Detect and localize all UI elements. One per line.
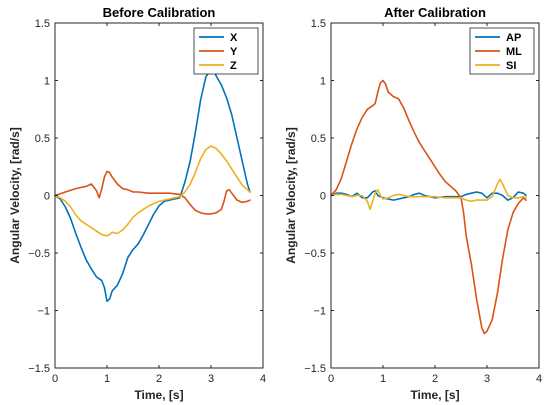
plot-frame [54,22,264,369]
y-tick-label: −1 [37,306,50,318]
legend-label-si: SI [506,60,516,72]
y-tick-label: 0 [44,191,50,203]
series-line-ap [330,190,527,201]
y-tick-label: 1.5 [311,18,326,30]
y-tick-label: 1.5 [35,18,50,30]
legend-label-ap: AP [506,32,521,44]
legend-label-z: Z [230,60,237,72]
series-line-z [54,145,251,237]
legend-label-ml: ML [506,46,522,58]
y-tick-label: 0.5 [35,133,50,145]
y-tick-label: −1 [313,306,326,318]
x-tick-label: 2 [156,373,162,385]
x-tick-label: 0 [328,373,334,385]
x-tick-label: 1 [380,373,386,385]
y-tick-label: 1 [44,76,50,88]
x-axis-label: Time, [s] [134,388,183,402]
x-tick-label: 3 [484,373,490,385]
y-tick-label: −1.5 [28,363,50,375]
series-line-y [54,170,251,215]
series-line-si [330,178,527,211]
chart-panel-1: 0 1 2 3 4 −1.5 −1 −0.5 0 0.5 1 1.5 Before Calibratio… [8,5,266,402]
series-line-ml [330,79,527,335]
y-axis-label: Angular Velocity, [rad/s] [8,127,22,263]
y-tick-label: −0.5 [28,248,50,260]
x-tick-label: 0 [52,373,58,385]
series-line-x [54,68,251,303]
chart-title: Before Calibration [103,5,216,20]
x-tick-label: 2 [432,373,438,385]
y-tick-label: −1.5 [304,363,326,375]
y-tick-label: 0.5 [311,133,326,145]
x-tick-label: 4 [260,373,266,385]
legend-label-y: Y [230,46,238,58]
x-tick-label: 1 [104,373,110,385]
chart-panel-2: 0 1 2 3 4 −1.5 −1 −0.5 0 0.5 1 1.5 After Calibration… [284,5,542,402]
x-axis-label: Time, [s] [410,388,459,402]
legend: AP ML SI [469,27,535,75]
x-tick-label: 4 [536,373,542,385]
legend: XYZ [193,27,259,75]
y-tick-label: 1 [320,76,326,88]
x-tick-label: 3 [208,373,214,385]
y-axis-label: Angular Velocity, [rad/s] [284,127,298,263]
legend-label-x: X [230,32,238,44]
y-tick-label: 0 [320,191,326,203]
chart-title: After Calibration [384,5,486,20]
y-tick-label: −0.5 [304,248,326,260]
